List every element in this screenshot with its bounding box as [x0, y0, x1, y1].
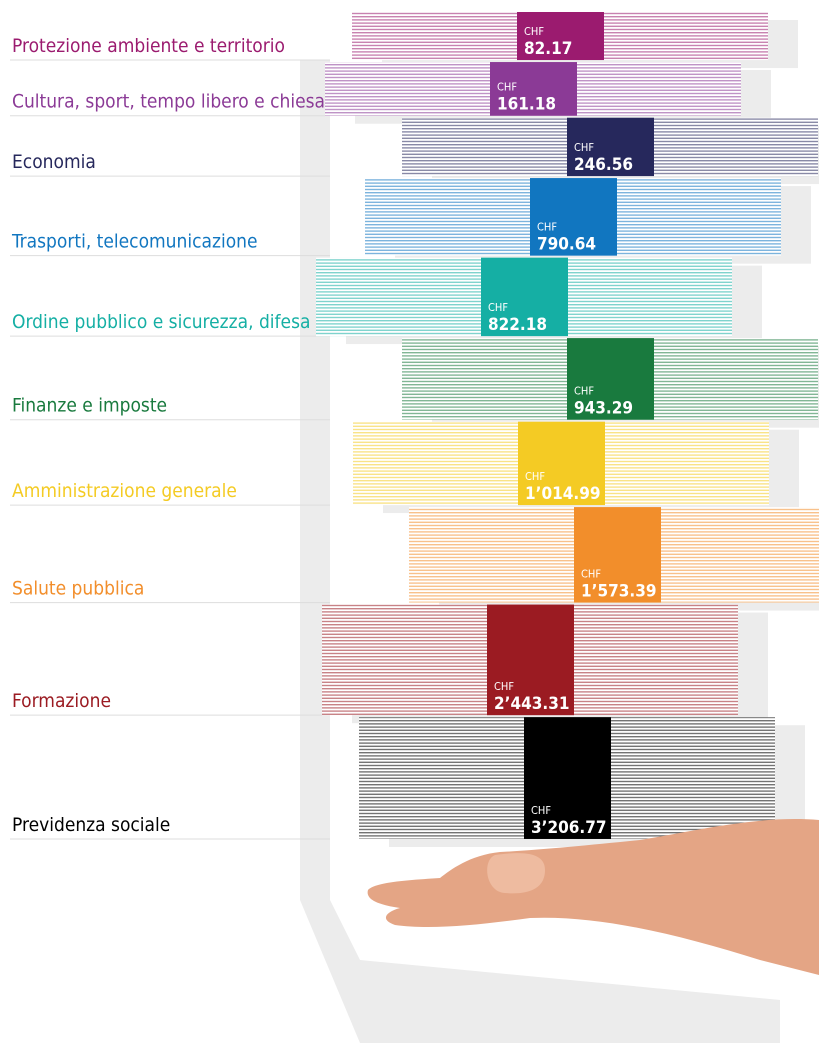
value-label: 246.56 — [574, 155, 633, 175]
category-label: Economia — [12, 151, 96, 173]
category-label: Ordine pubblico e sicurezza, difesa — [12, 311, 310, 333]
currency-label: CHF — [537, 221, 557, 234]
thumb-nail — [487, 853, 545, 893]
currency-label: CHF — [497, 81, 517, 94]
currency-label: CHF — [581, 568, 601, 581]
category-label: Protezione ambiente e territorio — [12, 35, 285, 57]
currency-label: CHF — [494, 680, 514, 693]
currency-label: CHF — [574, 385, 594, 398]
currency-label: CHF — [531, 804, 551, 817]
value-label: 1’573.39 — [581, 582, 656, 602]
category-label: Finanze e imposte — [12, 395, 167, 417]
value-label: 2’443.31 — [494, 694, 569, 714]
category-label: Formazione — [12, 690, 111, 712]
currency-label: CHF — [525, 470, 545, 483]
value-label: 1’014.99 — [525, 484, 600, 504]
category-label: Salute pubblica — [12, 578, 144, 600]
category-label: Amministrazione generale — [12, 480, 237, 502]
value-label: 161.18 — [497, 95, 556, 115]
value-label: 82.17 — [524, 39, 572, 59]
category-label: Previdenza sociale — [12, 814, 170, 836]
currency-label: CHF — [524, 25, 544, 38]
chart: CHF82.17Protezione ambiente e territorio… — [0, 0, 819, 1043]
value-label: 822.18 — [488, 315, 547, 335]
currency-label: CHF — [488, 301, 508, 314]
value-label: 943.29 — [574, 399, 633, 419]
value-label: 3’206.77 — [531, 818, 606, 838]
value-label: 790.64 — [537, 235, 596, 255]
currency-label: CHF — [574, 141, 594, 154]
category-label: Trasporti, telecomunicazione — [11, 231, 258, 253]
category-label: Cultura, sport, tempo libero e chiesa — [12, 91, 325, 113]
